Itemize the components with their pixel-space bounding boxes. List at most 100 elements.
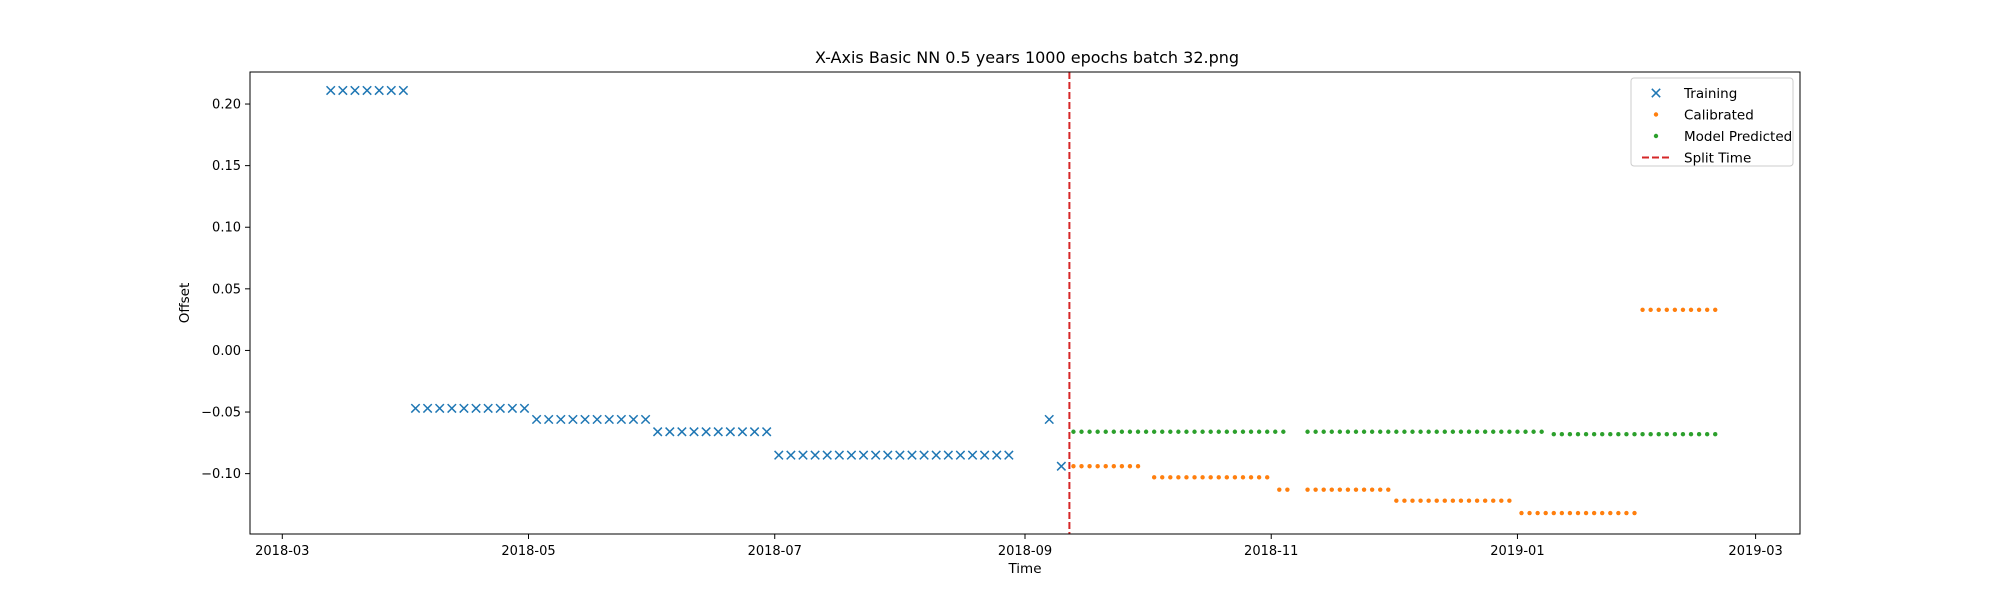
model-predicted-point — [1575, 432, 1581, 437]
calibrated-point — [1277, 487, 1282, 492]
calibrated-point — [1600, 510, 1605, 516]
training-point — [422, 403, 433, 414]
calibrated-point — [1378, 487, 1383, 492]
calibrated-point — [1410, 498, 1415, 503]
calibrated-point — [1071, 464, 1076, 469]
training-point — [325, 85, 336, 96]
model-predicted-point — [1551, 432, 1556, 437]
legend-label-training: Training — [1683, 86, 1737, 102]
calibrated-point — [1418, 498, 1423, 503]
model-predicted-point — [1345, 429, 1351, 434]
legend-marker-training — [1651, 88, 1661, 98]
training-point — [495, 403, 505, 414]
y-tick-label: 0.05 — [212, 282, 241, 297]
legend: Training Calibrated Model Predicted Split T… — [1630, 77, 1794, 167]
model-predicted-point — [1559, 432, 1565, 437]
model-predicted-point — [1499, 429, 1504, 434]
model-predicted-point — [1591, 432, 1597, 437]
calibrated-point — [1442, 498, 1447, 503]
model-predicted-point — [1434, 429, 1439, 434]
model-predicted-point — [1079, 429, 1084, 434]
x-tick-label: 2018-03 — [255, 544, 309, 559]
training-point — [725, 427, 736, 437]
calibrated-point — [1184, 475, 1189, 480]
training-point — [919, 450, 929, 460]
legend-marker-model-predicted — [1653, 133, 1659, 139]
calibrated-point — [1353, 487, 1359, 492]
legend-label-calibrated: Calibrated — [1684, 108, 1754, 124]
training-point — [786, 450, 796, 460]
calibrated-point — [1632, 510, 1637, 516]
model-predicted-point — [1704, 432, 1710, 437]
training-point — [398, 85, 409, 96]
model-predicted-point — [1624, 432, 1629, 437]
calibrated-point — [1192, 475, 1197, 480]
model-predicted-point — [1491, 429, 1496, 434]
x-tick-label: 2018-07 — [748, 544, 802, 559]
model-predicted-point — [1474, 429, 1480, 434]
plot-area — [250, 72, 1800, 534]
data-layer — [325, 85, 1718, 516]
model-predicted-point — [1664, 432, 1669, 437]
calibrated-point — [1135, 464, 1141, 469]
calibrated-point — [1640, 307, 1645, 312]
model-predicted-point — [1450, 429, 1456, 434]
training-point — [798, 450, 808, 460]
calibrated-point — [1426, 498, 1431, 503]
training-point — [338, 85, 348, 96]
model-predicted-point — [1696, 432, 1702, 437]
y-tick-label: 0.10 — [212, 221, 241, 236]
calibrated-point — [1664, 307, 1669, 312]
model-predicted-point — [1151, 429, 1157, 434]
model-predicted-point — [1523, 429, 1528, 434]
calibrated-point — [1127, 464, 1133, 469]
training-point — [870, 450, 881, 460]
training-point — [822, 450, 832, 460]
y-axis-label: Offset — [177, 283, 193, 324]
calibrated-point — [1672, 307, 1678, 312]
x-tick-label: 2019-03 — [1728, 544, 1782, 559]
model-predicted-point — [1224, 429, 1230, 434]
model-predicted-point — [1418, 429, 1423, 434]
model-predicted-point — [1608, 432, 1613, 437]
model-predicted-point — [1656, 432, 1661, 437]
calibrated-point — [1608, 510, 1613, 516]
model-predicted-point — [1337, 429, 1343, 434]
model-predicted-point — [1103, 429, 1108, 434]
training-point — [410, 403, 421, 414]
training-point — [967, 450, 978, 460]
model-predicted-point — [1394, 429, 1399, 434]
calibrated-point — [1248, 475, 1254, 480]
calibrated-point — [1535, 510, 1540, 516]
calibrated-point — [1216, 475, 1221, 480]
training-point — [604, 414, 614, 425]
training-point — [434, 403, 445, 414]
calibrated-point — [1103, 464, 1108, 469]
model-predicted-point — [1087, 429, 1092, 434]
model-predicted-point — [1680, 432, 1686, 437]
calibrated-point — [1583, 510, 1589, 516]
calibrated-point — [1519, 510, 1524, 516]
training-point — [846, 450, 857, 460]
calibrated-point — [1337, 487, 1343, 492]
training-point — [689, 427, 699, 437]
calibrated-point — [1474, 498, 1480, 503]
model-predicted-point — [1208, 429, 1213, 434]
calibrated-point — [1119, 464, 1125, 469]
model-predicted-point — [1176, 429, 1181, 434]
training-point — [713, 427, 723, 437]
x-tick-label: 2018-11 — [1244, 544, 1298, 559]
training-point — [749, 427, 760, 437]
model-predicted-point — [1135, 429, 1141, 434]
training-point — [955, 450, 966, 460]
model-predicted-point — [1648, 432, 1653, 437]
training-point — [519, 403, 530, 414]
calibrated-point — [1434, 498, 1439, 503]
calibrated-point — [1345, 487, 1351, 492]
training-point — [979, 450, 990, 460]
model-predicted-point — [1378, 429, 1383, 434]
calibrated-point — [1321, 487, 1326, 492]
model-predicted-point — [1111, 429, 1117, 434]
model-predicted-point — [1256, 429, 1262, 434]
training-point — [628, 414, 639, 425]
